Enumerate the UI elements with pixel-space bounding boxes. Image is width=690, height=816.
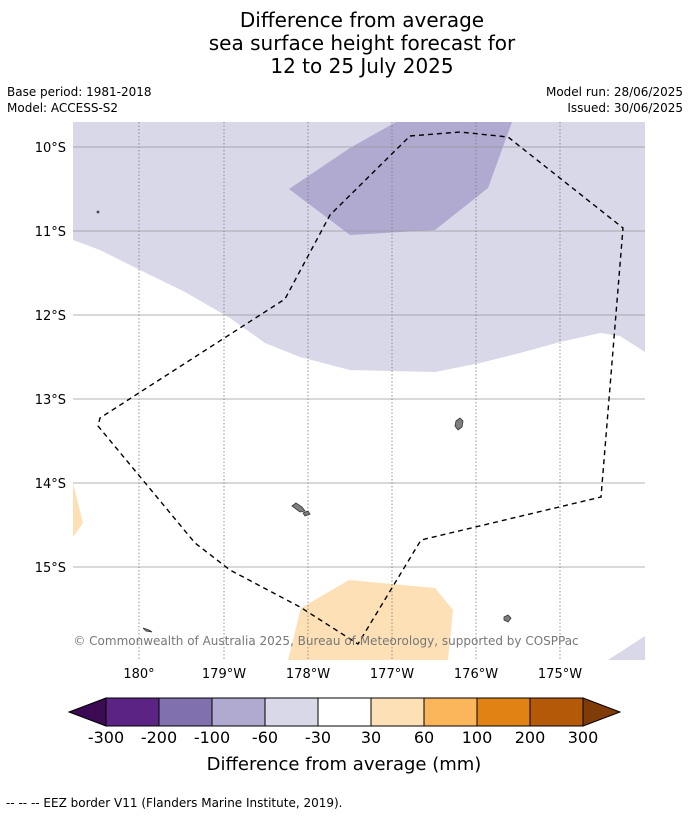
colorbar-left-extension <box>67 697 107 727</box>
lon-label: 178°W <box>286 667 330 682</box>
lon-label: 175°W <box>538 667 582 682</box>
colorbar-segment <box>158 697 213 727</box>
eez-footnote: -- -- -- EEZ border V11 (Flanders Marine… <box>6 796 343 810</box>
colorbar-segment <box>476 697 531 727</box>
lat-label: 12°S <box>35 309 66 324</box>
map-area: © Commonwealth of Australia 2025, Bureau… <box>73 122 645 660</box>
colorbar-right-extension <box>582 697 622 727</box>
anomaly-band-minus60-minus30-southeast <box>608 636 645 660</box>
chart-title-line-3: 12 to 25 July 2025 <box>270 54 454 78</box>
chart-title-line-1: Difference from average <box>239 8 485 32</box>
lon-label: 176°W <box>454 667 498 682</box>
colorbar-ticks: -300 -200 -100 -60 -30 30 60 100 200 300 <box>88 728 598 747</box>
island-alofi <box>302 510 311 517</box>
longitude-labels: 180° 179°W 178°W 177°W 176°W 175°W <box>123 667 582 682</box>
colorbar-tick: 30 <box>361 728 381 747</box>
island-north-west <box>96 210 100 214</box>
anomaly-band-30-60-south <box>288 580 453 660</box>
colorbar-tick: -60 <box>252 728 278 747</box>
lon-label: 177°W <box>370 667 414 682</box>
colorbar-tick: -200 <box>141 728 177 747</box>
colorbar-tick: -30 <box>305 728 331 747</box>
issued-text: Issued: 30/06/2025 <box>567 101 683 115</box>
lat-label: 14°S <box>35 477 66 492</box>
latitude-gridlines <box>73 146 645 568</box>
copyright-text: © Commonwealth of Australia 2025, Bureau… <box>73 634 578 648</box>
longitude-gridlines <box>138 122 561 660</box>
lon-label: 179°W <box>202 667 246 682</box>
colorbar-tick: 200 <box>515 728 546 747</box>
island-south-west <box>142 627 153 633</box>
colorbar-tick: -300 <box>88 728 124 747</box>
colorbar-segment <box>529 697 584 727</box>
colorbar-segment <box>105 697 160 727</box>
colorbar-segment <box>211 697 266 727</box>
island-east <box>503 614 512 623</box>
anomaly-band-minus100-minus60 <box>289 122 512 235</box>
base-period-text: Base period: 1981-2018 <box>7 85 152 99</box>
colorbar <box>67 697 622 727</box>
colorbar-tick: 100 <box>462 728 493 747</box>
island-wallis <box>454 417 464 431</box>
model-run-text: Model run: 28/06/2025 <box>545 85 683 99</box>
colorbar-tick: 300 <box>568 728 599 747</box>
lat-label: 11°S <box>35 225 66 240</box>
lat-label: 10°S <box>35 141 66 156</box>
colorbar-segment <box>370 697 425 727</box>
lon-label: 180° <box>123 667 154 682</box>
colorbar-segment <box>317 697 372 727</box>
colorbar-label: Difference from average (mm) <box>207 754 482 775</box>
lat-label: 13°S <box>35 393 66 408</box>
chart-title-line-2: sea surface height forecast for <box>208 31 516 55</box>
anomaly-band-30-60-left-edge <box>73 483 83 537</box>
colorbar-tick: -100 <box>194 728 230 747</box>
model-text: Model: ACCESS-S2 <box>7 101 119 115</box>
colorbar-segment <box>423 697 478 727</box>
colorbar-tick: 60 <box>414 728 434 747</box>
islands <box>96 210 512 633</box>
anomaly-band-minus60-minus30 <box>73 122 645 372</box>
island-futuna <box>291 502 306 513</box>
latitude-labels: 10°S 11°S 12°S 13°S 14°S 15°S <box>35 141 66 576</box>
eez-border <box>97 131 624 645</box>
lat-label: 15°S <box>35 561 66 576</box>
colorbar-segment <box>264 697 319 727</box>
